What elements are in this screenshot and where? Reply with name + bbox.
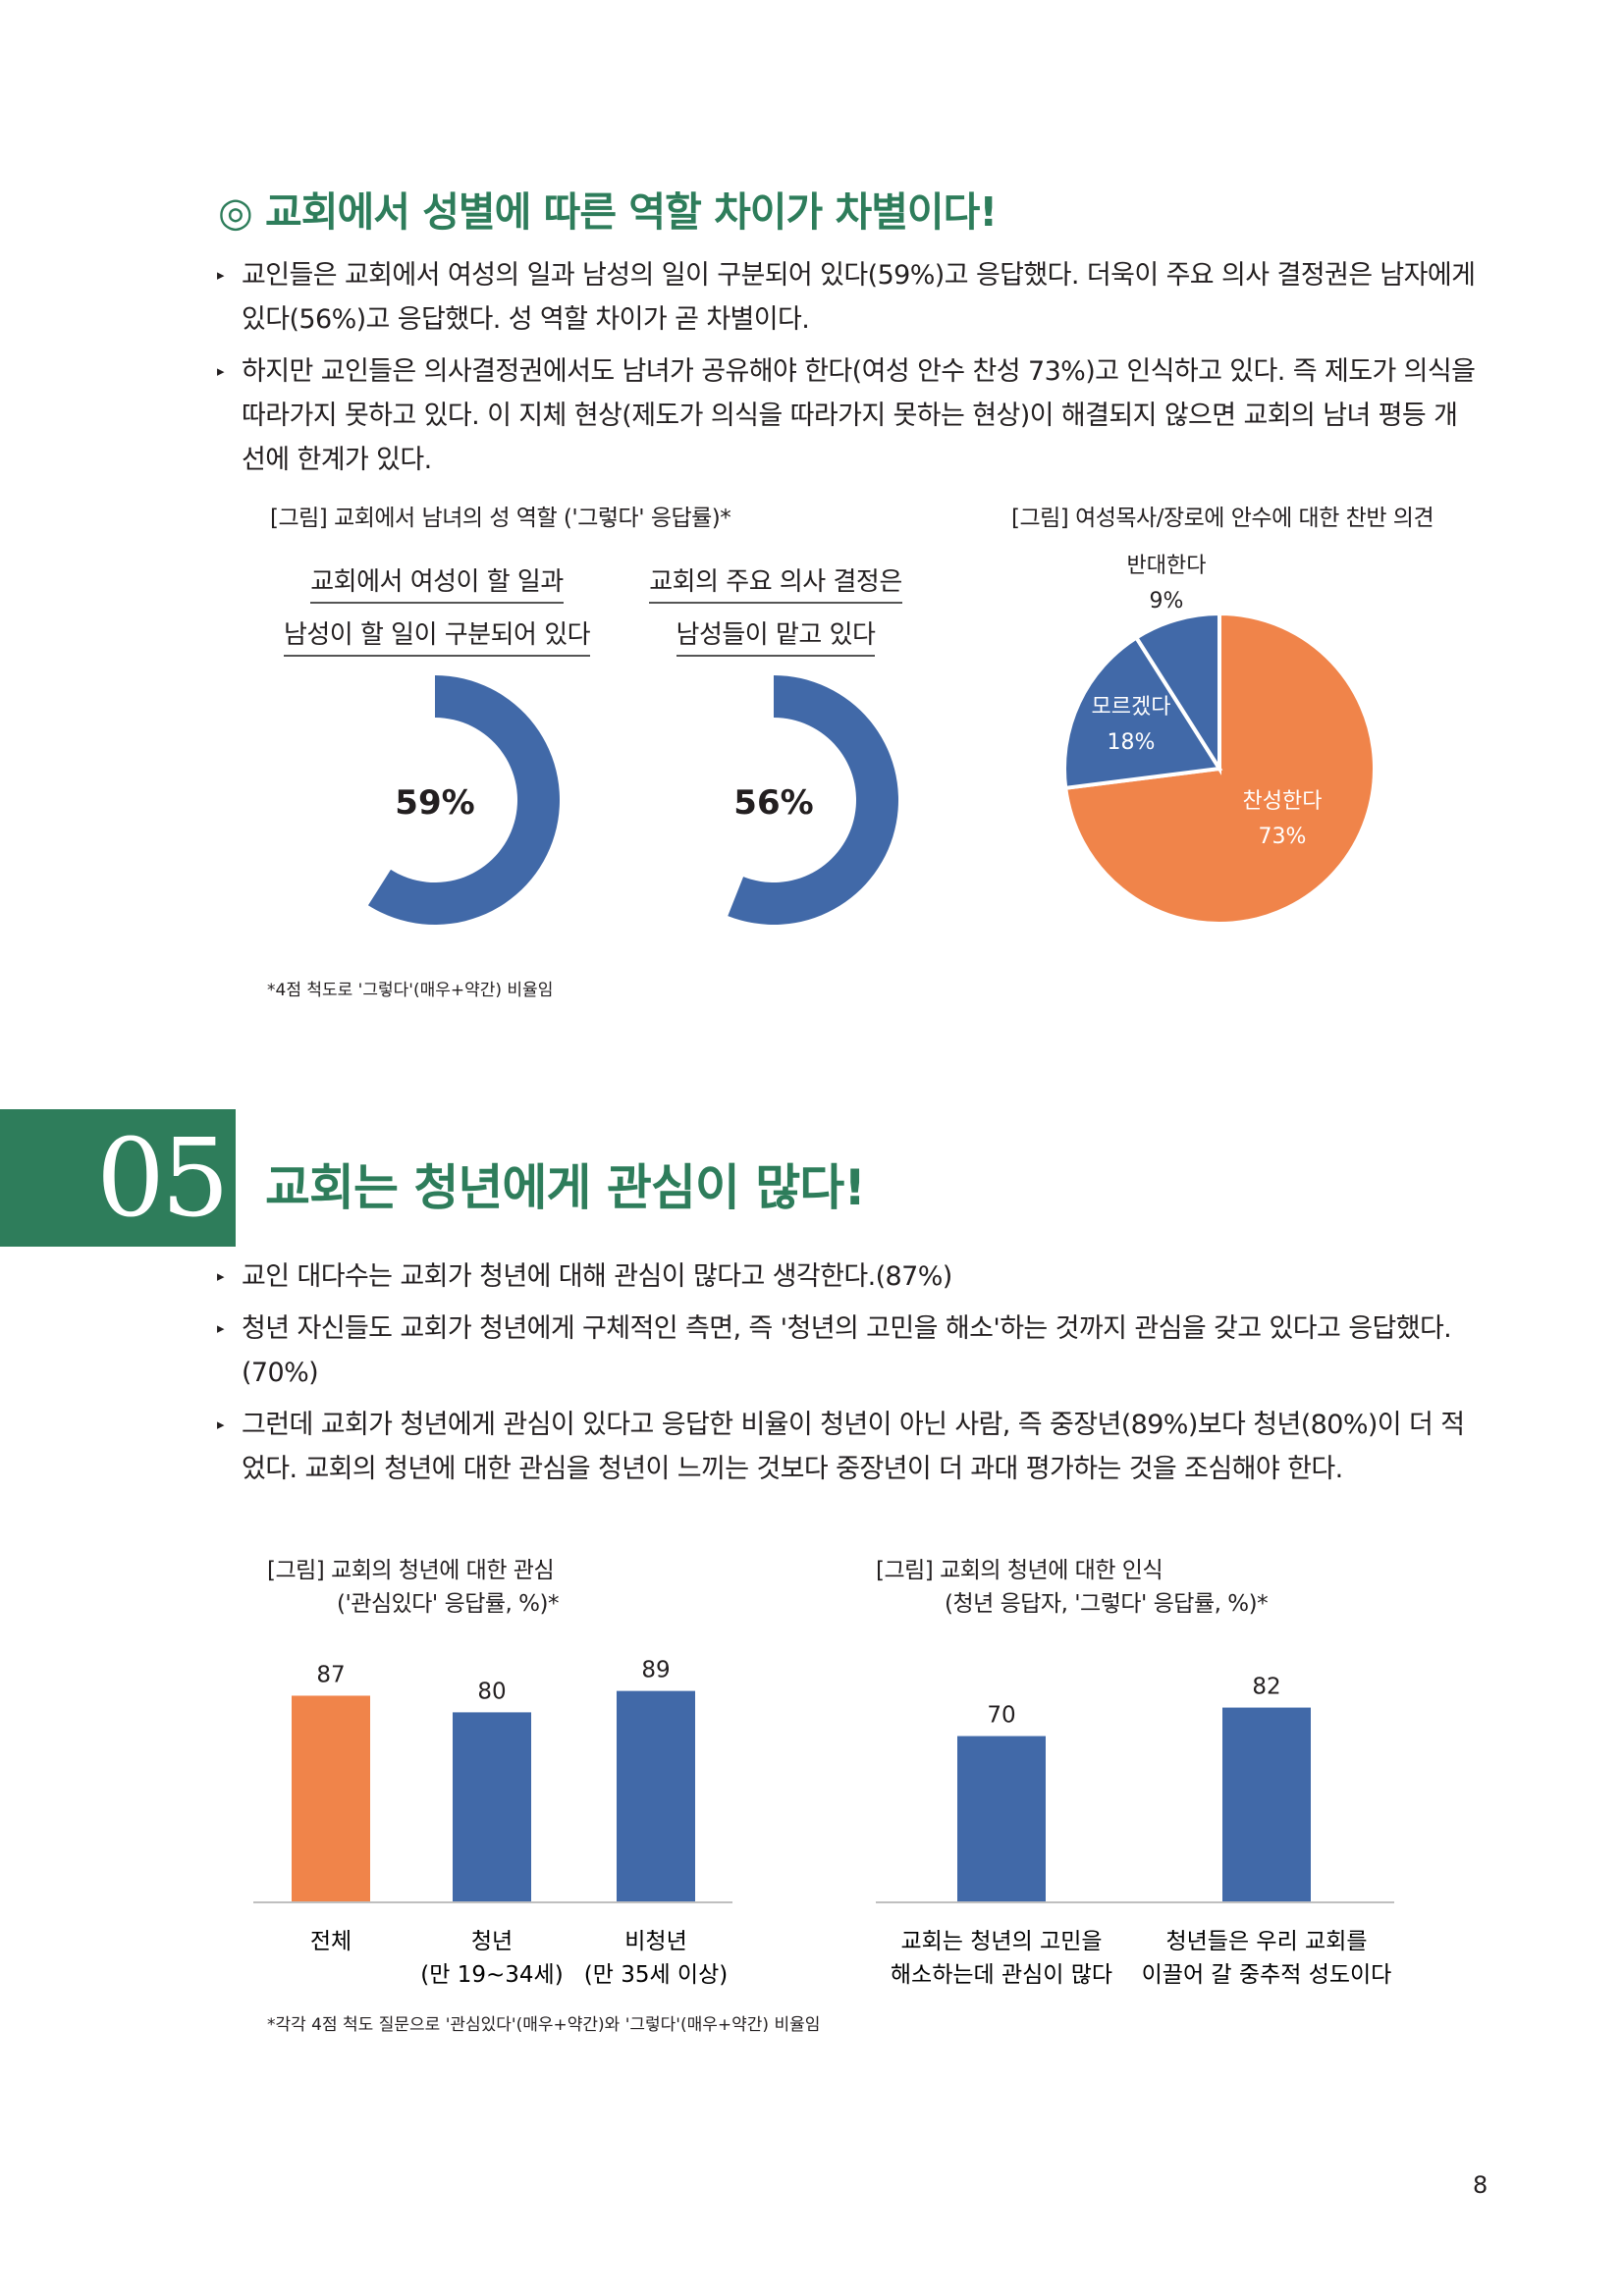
footnote: *4점 척도로 '그렇다'(매우+약간) 비율임 — [267, 981, 554, 1000]
category-label-q1: 교회는 청년의 고민을 — [900, 1929, 1102, 1954]
donut2-title: 교회의 주요 의사 결정은 — [628, 561, 923, 604]
pie-label-oppose-pct: 9% — [1150, 589, 1184, 614]
figure-caption: [그림] 교회에서 남녀의 성 역할 ('그렇다' 응답률)* — [270, 506, 731, 531]
bullet-marker-icon: ▸ — [217, 362, 225, 380]
footnote: *각각 4점 척도 질문으로 '관심있다'(매우+약간)와 '그렇다'(매우+약… — [267, 2015, 821, 2035]
category-label-youth: 청년 — [471, 1929, 513, 1954]
pie-label-oppose: 반대한다 — [1127, 554, 1207, 578]
bullet-list: ▸ 교인들은 교회에서 여성의 일과 남성의 일이 구분되어 있다(59%)고 응… — [217, 253, 1479, 490]
page-number: 8 — [1473, 2171, 1488, 2199]
bullet-item: ▸ 교인들은 교회에서 여성의 일과 남성의 일이 구분되어 있다(59%)고 응… — [217, 253, 1479, 342]
figure-caption-sub: (청년 응답자, '그렇다' 응답률, %)* — [945, 1591, 1269, 1617]
category-label-q2-2: 이끌어 갈 중추적 성도이다 — [1142, 1962, 1392, 1988]
donut2-title-2: 남성들이 맡고 있다 — [628, 614, 923, 657]
bar-chart-2-value-label: 82 — [1252, 1675, 1280, 1700]
category-label-q1-2: 해소하는데 관심이 많다 — [891, 1962, 1112, 1988]
pie-label-unknown-pct: 18% — [1108, 730, 1156, 755]
donut1-value-label: 59% — [395, 783, 474, 823]
bullet-marker-icon: ▸ — [217, 1267, 225, 1285]
bar-chart-2: 70 82 — [957, 1675, 1311, 1902]
bullet-item: ▸ 교인 대다수는 교회가 청년에 대해 관심이 많다고 생각한다.(87%) — [217, 1255, 1479, 1299]
donut2-value-label: 56% — [733, 783, 813, 823]
pie-slice-unknown — [1062, 634, 1223, 791]
bar-chart-1-value-label: 80 — [477, 1679, 506, 1704]
category-label-nonyouth: 비청년 — [624, 1929, 686, 1954]
bullet-item: ▸ 그런데 교회가 청년에게 관심이 있다고 응답한 비율이 청년이 아닌 사람,… — [217, 1403, 1479, 1491]
bar-chart-1: 87 80 89 — [292, 1658, 695, 1902]
figure-caption: [그림] 교회의 청년에 대한 관심 — [267, 1558, 555, 1583]
figure-caption-sub: ('관심있다' 응답률, %)* — [337, 1591, 560, 1617]
pie-label-agree-pct: 73% — [1259, 825, 1307, 849]
bullet-marker-icon: ▸ — [217, 1319, 225, 1337]
donut1-title: 교회에서 여성이 할 일과 — [265, 561, 609, 604]
category-label-youth-sub: (만 19~34세) — [420, 1962, 563, 1988]
bullet-marker-icon: ▸ — [217, 266, 225, 284]
bar-chart-2-bar — [1222, 1707, 1311, 1902]
section-title: ◎ 교회에서 성별에 따른 역할 차이가 차별이다! — [218, 188, 998, 236]
figure-caption: [그림] 교회의 청년에 대한 인식 — [876, 1558, 1163, 1583]
bar-chart-1-bar — [617, 1690, 695, 1902]
donut1-arc — [367, 675, 560, 926]
donut2-arc — [728, 675, 898, 925]
section-number-badge: 05 — [0, 1109, 236, 1247]
pie-label-unknown: 모르겠다 — [1092, 695, 1171, 720]
section-title: 교회는 청년에게 관심이 많다! — [265, 1159, 866, 1216]
figure-caption: [그림] 여성목사/장로에 안수에 대한 찬반 의견 — [1011, 506, 1434, 531]
category-label-nonyouth-sub: (만 35세 이상) — [584, 1962, 728, 1988]
section2-charts: 87 80 89 70 82 전체 청년 (만 19~34세) 비청년 (만 35세 … — [253, 1658, 1394, 1988]
bullet-item: ▸ 하지만 교인들은 의사결정권에서도 남녀가 공유해야 한다(여성 안수 찬성 … — [217, 349, 1479, 482]
bar-chart-1-bar — [453, 1712, 531, 1902]
section-number: 05 — [96, 1115, 230, 1241]
bar-chart-1-bar — [292, 1695, 370, 1902]
category-label-total: 전체 — [310, 1929, 352, 1954]
donut1-title-2: 남성이 할 일이 구분되어 있다 — [265, 614, 609, 657]
bar-chart-1-value-label: 89 — [641, 1658, 670, 1683]
section1-charts: 59% 56% 반대한다 9% 모르겠다 18% 찬성한다 73% — [367, 554, 1378, 926]
bullet-list: ▸ 교인 대다수는 교회가 청년에 대해 관심이 많다고 생각한다.(87%) ▸… — [217, 1255, 1479, 1499]
bullet-marker-icon: ▸ — [217, 1415, 225, 1433]
bar-chart-1-value-label: 87 — [316, 1662, 345, 1687]
category-label-q2: 청년들은 우리 교회를 — [1165, 1929, 1367, 1954]
bullet-item: ▸ 청년 자신들도 교회가 청년에게 구체적인 측면, 즉 '청년의 고민을 해소… — [217, 1307, 1479, 1395]
pie-slice-oppose — [1133, 611, 1221, 775]
bar-chart-2-bar — [957, 1735, 1046, 1902]
bar-chart-2-value-label: 70 — [987, 1703, 1015, 1729]
pie-label-agree: 찬성한다 — [1243, 789, 1323, 814]
pie-chart — [1062, 611, 1378, 926]
